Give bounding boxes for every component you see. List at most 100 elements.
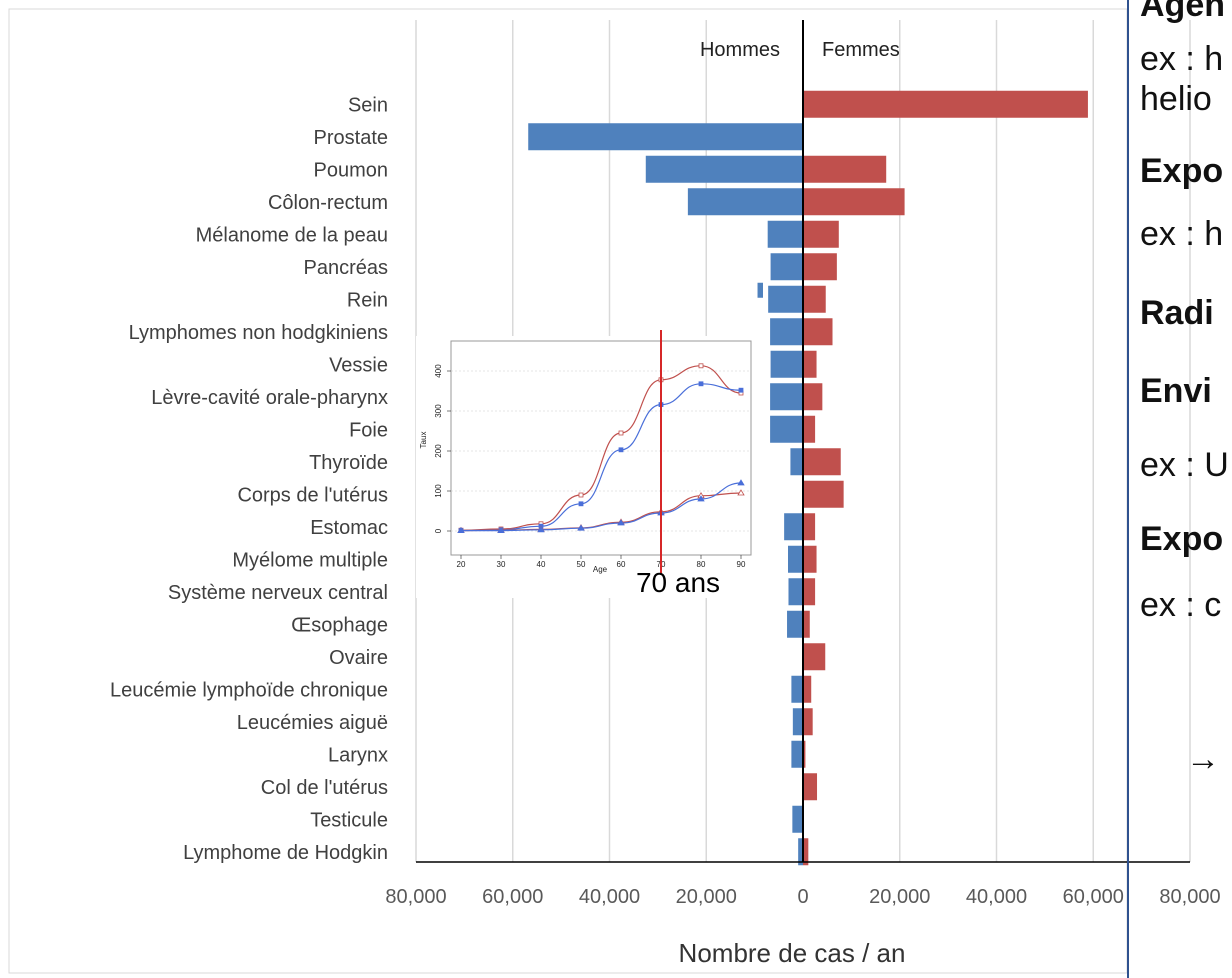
inset-x-tick-label: 60 <box>617 560 626 569</box>
bars <box>528 90 1088 866</box>
x-tick-label: 80,000 <box>1159 886 1220 908</box>
bar-femmes <box>803 318 833 346</box>
inset-x-tick-label: 50 <box>577 560 586 569</box>
bar-femmes <box>803 773 818 801</box>
category-label: Estomac <box>310 517 388 539</box>
inset-point <box>578 501 584 507</box>
inset-gridlines <box>451 370 751 532</box>
category-label: Thyroïde <box>309 452 388 474</box>
bar-femmes <box>803 545 817 573</box>
inset-point <box>697 495 705 502</box>
category-label: Poumon <box>314 159 389 181</box>
category-label: Lymphome de Hodgkin <box>183 842 388 864</box>
inset-y-tick-label: 400 <box>434 364 443 378</box>
inset-x-tick-label: 40 <box>537 560 546 569</box>
bar-femmes <box>803 155 887 183</box>
category-labels: Sein Prostate Poumon Côlon-rectum Mélanome d… <box>110 94 388 864</box>
category-label: Prostate <box>314 127 388 149</box>
category-label: Leucémie lymphoïde chronique <box>110 679 388 701</box>
category-label: Foie <box>349 419 388 441</box>
category-label: Pancréas <box>304 257 389 279</box>
inset-point <box>737 479 745 486</box>
inset-series-line <box>461 482 742 532</box>
x-tick-labels: 80,000 60,000 40,000 20,000 0 20,000 40,000 60,… <box>385 886 1220 908</box>
bar-hommes <box>645 155 803 183</box>
category-label: Vessie <box>329 354 388 376</box>
x-tick-label: 40,000 <box>579 886 640 908</box>
inset-x-tick-label: 20 <box>457 560 466 569</box>
bar-hommes <box>790 448 803 476</box>
inset-point <box>577 524 585 531</box>
inset-y-tick-label: 300 <box>434 404 443 418</box>
inset-point <box>617 519 625 526</box>
bar-femmes <box>803 578 816 606</box>
bar-hommes <box>791 740 803 768</box>
bar-hommes <box>770 350 803 378</box>
x-tick-label: 20,000 <box>869 886 930 908</box>
category-label: Larynx <box>328 744 388 766</box>
inset-point <box>618 430 624 436</box>
category-label: Lymphomes non hodgkiniens <box>129 322 388 344</box>
bar-hommes <box>798 838 803 866</box>
inset-frame <box>450 340 752 556</box>
category-label: Ovaire <box>329 647 388 669</box>
bar-femmes <box>803 513 816 541</box>
bar-hommes <box>770 318 803 346</box>
category-label: Rein <box>347 289 388 311</box>
bar-hommes <box>767 220 803 248</box>
inset-background <box>416 336 762 598</box>
inset-point <box>698 363 704 369</box>
right-panel-line: Agen <box>1140 0 1225 24</box>
x-axis-title: Nombre de cas / an <box>679 938 906 968</box>
inset-series-line <box>460 383 742 532</box>
bar-femmes <box>803 415 816 443</box>
category-label: Sein <box>348 94 388 116</box>
right-panel-line: → <box>1186 740 1220 778</box>
category-label: Leucémies aiguë <box>237 712 388 734</box>
right-panel-line: Radi <box>1140 294 1214 332</box>
bar-hommes <box>687 188 803 216</box>
bar-hommes <box>768 285 803 313</box>
bar-hommes <box>788 545 803 573</box>
inset-y-tick-label: 100 <box>434 484 443 498</box>
bar-hommes <box>792 805 803 833</box>
bar-femmes <box>803 708 813 736</box>
inset-y-label: Taux <box>419 432 428 449</box>
right-panel-line: helio <box>1140 80 1212 118</box>
bar-hommes <box>528 123 803 151</box>
category-label: Système nerveux central <box>168 582 388 604</box>
category-label: Œsophage <box>291 614 388 636</box>
inset-point <box>497 526 505 533</box>
inset-point <box>698 381 704 387</box>
inset-point <box>457 526 465 533</box>
x-tick-label: 20,000 <box>676 886 737 908</box>
inset-x-tick-label: 30 <box>497 560 506 569</box>
bar-femmes <box>803 610 810 638</box>
category-label: Lèvre-cavité orale-pharynx <box>151 387 388 409</box>
right-panel-line: ex : U <box>1140 446 1229 484</box>
inset-y-tick-label: 200 <box>434 444 443 458</box>
category-label: Corps de l'utérus <box>237 484 388 506</box>
bar-femmes <box>803 740 806 768</box>
right-panel-line: ex : h <box>1140 215 1224 253</box>
left-side-label: Hommes <box>700 39 780 61</box>
bar-femmes <box>803 220 839 248</box>
bar-femmes <box>803 253 837 281</box>
bar-hommes <box>792 708 803 736</box>
bar-femmes <box>803 480 844 508</box>
inset-x-tick-label: 90 <box>737 560 746 569</box>
category-label: Testicule <box>310 809 388 831</box>
bar-femmes <box>803 643 826 671</box>
inset-x-tick-label: 80 <box>697 560 706 569</box>
inset-point <box>618 447 624 453</box>
right-side-label: Femmes <box>822 39 900 61</box>
bar-hommes <box>770 383 803 411</box>
bar-femmes <box>803 350 817 378</box>
right-panel-line: Expo <box>1140 520 1224 558</box>
bar-hommes <box>784 513 803 541</box>
bar-femmes <box>803 838 809 866</box>
inset-point <box>737 489 745 496</box>
bar-femmes <box>803 90 1088 118</box>
right-panel-line: ex : h <box>1140 40 1224 78</box>
inset-point <box>537 526 545 533</box>
